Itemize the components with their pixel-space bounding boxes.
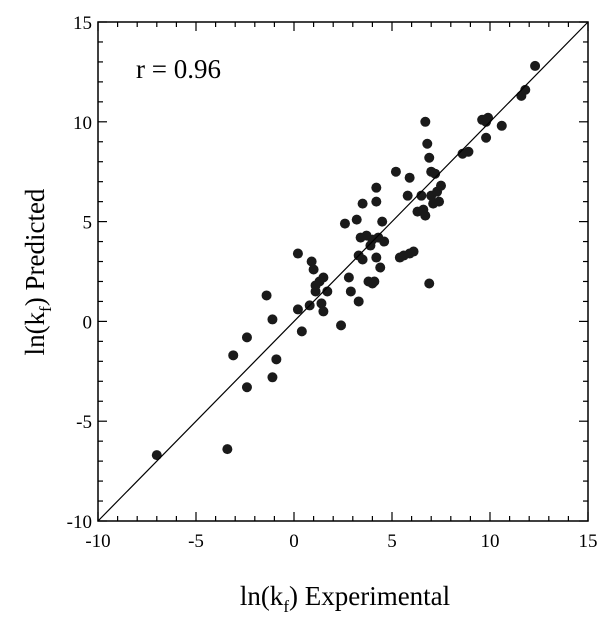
x-tick-label: -5 bbox=[188, 531, 204, 552]
data-point bbox=[151, 450, 162, 461]
data-point bbox=[369, 276, 380, 287]
data-point bbox=[420, 116, 431, 127]
data-point bbox=[241, 332, 252, 343]
data-point bbox=[316, 298, 327, 309]
data-point bbox=[422, 138, 433, 149]
data-point bbox=[424, 152, 435, 163]
data-point bbox=[351, 214, 362, 225]
data-point bbox=[241, 382, 252, 393]
data-point bbox=[416, 190, 427, 201]
y-tick-label: 0 bbox=[83, 312, 93, 333]
y-tick-label: 15 bbox=[73, 13, 92, 34]
data-point bbox=[271, 354, 282, 365]
data-point bbox=[228, 350, 239, 361]
plot-frame bbox=[97, 21, 589, 522]
data-point bbox=[434, 196, 445, 207]
identity-line bbox=[97, 21, 589, 522]
data-point bbox=[371, 196, 382, 207]
data-point bbox=[322, 286, 333, 297]
data-points bbox=[151, 60, 541, 461]
data-point bbox=[267, 314, 278, 325]
data-point bbox=[343, 272, 354, 283]
y-tick-label: -5 bbox=[76, 412, 92, 433]
x-tick-label: 0 bbox=[289, 531, 299, 552]
x-tick-label: 15 bbox=[579, 531, 598, 552]
data-point bbox=[306, 256, 317, 267]
data-point bbox=[375, 262, 386, 273]
data-point bbox=[408, 246, 419, 257]
data-point bbox=[318, 306, 329, 317]
data-point bbox=[377, 216, 388, 227]
y-tick-label: -10 bbox=[67, 512, 92, 533]
data-point bbox=[496, 120, 507, 131]
data-point bbox=[261, 290, 272, 301]
data-point bbox=[267, 372, 278, 383]
data-point bbox=[357, 198, 368, 209]
axis-ticks bbox=[97, 21, 589, 522]
y-tick-labels: -10 -5 0 5 10 15 bbox=[67, 13, 92, 533]
data-point bbox=[292, 304, 303, 315]
x-tick-label: -10 bbox=[85, 531, 110, 552]
data-point bbox=[530, 60, 541, 71]
data-point bbox=[339, 218, 350, 229]
data-point bbox=[336, 320, 347, 331]
data-point bbox=[430, 168, 441, 179]
data-point bbox=[308, 264, 319, 275]
x-tick-label: 5 bbox=[387, 531, 397, 552]
data-point bbox=[483, 112, 494, 123]
data-point bbox=[404, 172, 415, 183]
data-point bbox=[318, 272, 329, 283]
correlation-annotation: r = 0.96 bbox=[136, 54, 221, 84]
data-point bbox=[402, 190, 413, 201]
x-tick-labels: -10 -5 0 5 10 15 bbox=[85, 531, 597, 552]
data-point bbox=[345, 286, 356, 297]
data-point bbox=[436, 180, 446, 191]
data-point bbox=[222, 444, 233, 455]
data-point bbox=[424, 278, 435, 289]
x-axis-title: ln(kf) Experimental bbox=[240, 581, 450, 616]
y-tick-label: 10 bbox=[73, 113, 92, 134]
y-tick-label: 5 bbox=[83, 213, 93, 234]
data-point bbox=[296, 326, 307, 337]
x-tick-label: 10 bbox=[481, 531, 500, 552]
data-point bbox=[379, 236, 390, 247]
data-point bbox=[357, 254, 368, 265]
data-point bbox=[371, 182, 382, 193]
y-axis-title: ln(kf) Predicted bbox=[20, 188, 55, 355]
data-point bbox=[520, 84, 531, 95]
data-point bbox=[463, 146, 474, 157]
data-point bbox=[292, 248, 303, 259]
data-point bbox=[353, 296, 364, 307]
data-point bbox=[420, 210, 431, 221]
data-point bbox=[481, 132, 492, 143]
data-point bbox=[390, 166, 401, 177]
data-point bbox=[371, 252, 382, 263]
data-point bbox=[310, 286, 321, 297]
